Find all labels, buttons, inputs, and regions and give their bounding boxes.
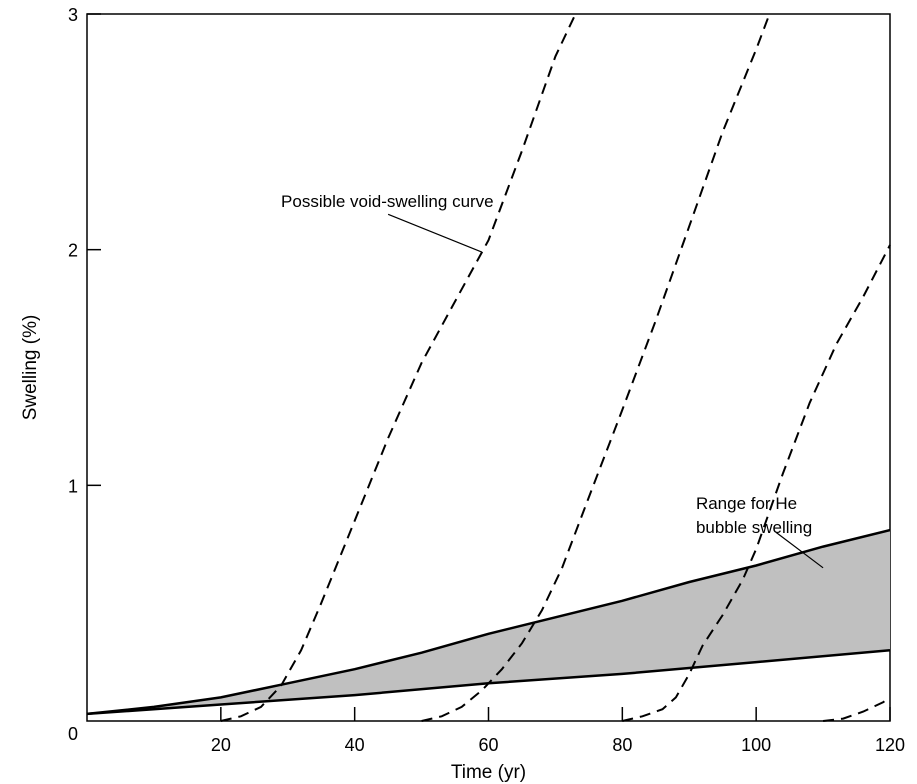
y-tick-label-2: 2	[68, 241, 78, 261]
chart-annotations: Possible void-swelling curve Range for He…	[281, 192, 824, 569]
annotation-pointer-1	[387, 213, 483, 253]
axis-tick-labels: 20 40 60 80 100 120 0 1 2 3	[68, 5, 905, 755]
x-axis-title: Time (yr)	[451, 762, 526, 783]
x-tick-label-40: 40	[345, 735, 365, 755]
annotation-pointer-2	[775, 531, 824, 569]
annotation-label-1: Possible void-swelling curve	[281, 192, 494, 211]
y-tick-label-0: 0	[68, 724, 78, 744]
void-swelling-curve-3	[622, 244, 891, 722]
axis-ticks	[87, 13, 891, 721]
void-swelling-curve-2	[421, 13, 771, 722]
x-tick-label-60: 60	[478, 735, 498, 755]
void-swelling-curves	[220, 13, 891, 722]
annotation-label-2: Range for He bubble swelling	[696, 494, 812, 537]
x-tick-label-20: 20	[211, 735, 231, 755]
x-tick-label-80: 80	[612, 735, 632, 755]
x-tick-label-120: 120	[875, 735, 905, 755]
y-axis-title: Swelling (%)	[20, 315, 41, 421]
void-swelling-curve-1	[220, 13, 577, 722]
y-tick-label-3: 3	[68, 5, 78, 25]
y-tick-label-1: 1	[68, 476, 78, 496]
he-bubble-band	[87, 530, 890, 714]
x-tick-label-100: 100	[741, 735, 771, 755]
he-bubble-band-upper-line	[86, 528, 891, 716]
void-swelling-curve-4	[822, 696, 891, 722]
